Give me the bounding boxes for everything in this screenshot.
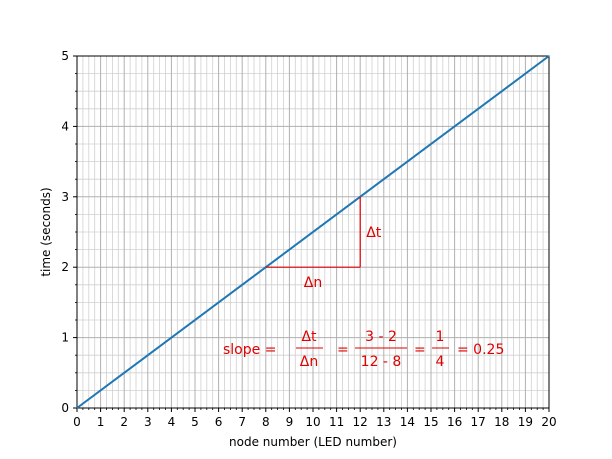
slope-prefix: slope = xyxy=(223,342,276,358)
delta-n-label: Δn xyxy=(304,275,322,291)
x-tick-label: 5 xyxy=(191,415,199,429)
y-tick-label: 0 xyxy=(61,401,69,415)
frac3-denominator: 4 xyxy=(436,354,445,370)
x-tick-label: 13 xyxy=(376,415,391,429)
series-line xyxy=(76,55,550,409)
x-tick-label: 15 xyxy=(423,415,438,429)
x-tick-label: 19 xyxy=(518,415,533,429)
x-tick-label: 2 xyxy=(120,415,128,429)
grid xyxy=(76,55,550,409)
equals-1: = xyxy=(337,342,349,358)
frac3-numerator: 1 xyxy=(436,329,445,345)
frac1-numerator: Δt xyxy=(301,329,317,345)
frac2-numerator: 3 - 2 xyxy=(365,329,397,345)
frac1-denominator: Δn xyxy=(300,354,318,370)
x-tick-label: 9 xyxy=(286,415,294,429)
equals-2: = xyxy=(414,342,426,358)
y-tick-label: 5 xyxy=(61,49,69,63)
slope-annotation: slope = Δt Δn = 3 - 2 12 - 8 = 1 4 = 0.2… xyxy=(223,329,504,370)
x-tick-label: 17 xyxy=(471,415,486,429)
x-tick-label: 18 xyxy=(494,415,509,429)
x-tick-label: 12 xyxy=(353,415,368,429)
y-tick-label: 1 xyxy=(61,331,69,345)
x-tick-label: 14 xyxy=(400,415,415,429)
y-tick-label: 4 xyxy=(61,119,69,133)
x-tick-label: 7 xyxy=(238,415,246,429)
y-axis-label: time (seconds) xyxy=(39,187,53,276)
x-tick-label: 8 xyxy=(262,415,270,429)
x-tick-label: 0 xyxy=(73,415,81,429)
x-tick-label: 11 xyxy=(329,415,344,429)
x-tick-label: 20 xyxy=(541,415,556,429)
x-tick-label: 1 xyxy=(97,415,105,429)
x-axis-label: node number (LED number) xyxy=(229,435,397,449)
delta-t-label: Δt xyxy=(366,225,382,241)
x-tick-label: 16 xyxy=(447,415,462,429)
y-tick-label: 3 xyxy=(61,190,69,204)
frac2-denominator: 12 - 8 xyxy=(361,354,402,370)
x-tick-label: 4 xyxy=(168,415,176,429)
slope-result: = 0.25 xyxy=(457,342,504,358)
x-tick-label: 10 xyxy=(305,415,320,429)
x-tick-label: 3 xyxy=(144,415,152,429)
x-tick-label: 6 xyxy=(215,415,223,429)
y-tick-label: 2 xyxy=(61,260,69,274)
